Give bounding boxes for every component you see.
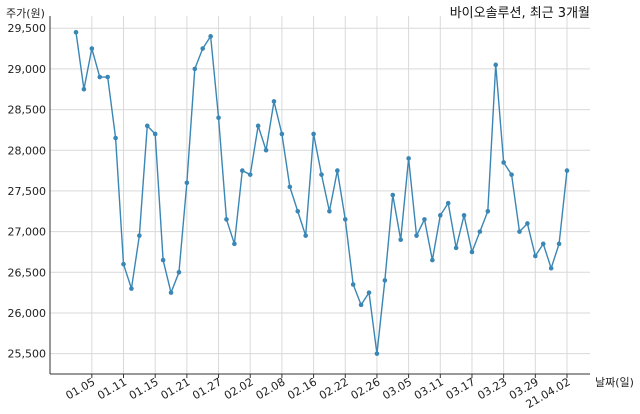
x-tick-label: 01.11 [95, 375, 129, 402]
x-axis-label: 날짜(일) [595, 375, 634, 389]
x-tick-label: 02.08 [254, 375, 288, 402]
data-point [437, 213, 443, 218]
data-point [81, 86, 87, 92]
data-point [279, 131, 285, 137]
data-point [382, 278, 388, 283]
data-point [469, 249, 475, 255]
x-tick-label: 03.17 [444, 375, 478, 402]
x-tick-label: 01.27 [190, 375, 224, 402]
data-point [556, 241, 562, 247]
data-point [422, 217, 427, 222]
data-point [121, 261, 126, 267]
x-tick-label: 03.05 [380, 375, 414, 402]
data-point [129, 286, 134, 291]
y-tick-label: 28,000 [8, 144, 47, 157]
chart-title: 바이오솔루션, 최근 3개월 [450, 6, 590, 21]
x-tick-label: 01.15 [127, 375, 161, 402]
x-tick-label: 02.22 [317, 375, 351, 402]
data-point [390, 192, 396, 198]
x-tick-label: 02.16 [285, 375, 319, 402]
data-point [374, 351, 380, 356]
data-point [517, 229, 522, 234]
data-point [89, 46, 95, 51]
y-tick-label: 25,500 [8, 348, 47, 361]
y-tick-label: 27,500 [8, 185, 47, 198]
data-point [540, 241, 546, 247]
data-point [311, 131, 316, 137]
y-tick-label: 28,500 [8, 104, 47, 117]
y-axis-label: 주가(원) [6, 7, 45, 20]
data-point [430, 257, 435, 263]
x-tick-label: 03.23 [475, 375, 509, 402]
data-point [398, 237, 403, 243]
data-point [160, 257, 166, 263]
data-point [493, 62, 499, 68]
data-point [485, 208, 491, 214]
series-line [75, 32, 568, 354]
price-series [73, 29, 570, 356]
data-point [144, 123, 150, 129]
y-tick-label: 26,500 [8, 266, 47, 279]
data-point [224, 217, 229, 222]
data-point [73, 29, 79, 35]
data-point [564, 168, 570, 173]
data-point [358, 302, 364, 308]
axes [49, 16, 590, 375]
y-tick-label: 29,500 [8, 22, 47, 35]
y-tick-label: 29,000 [8, 63, 47, 76]
data-point [232, 241, 237, 247]
data-point [113, 135, 118, 141]
data-point [192, 66, 198, 72]
data-point [216, 115, 221, 121]
data-point [366, 290, 372, 295]
data-point [477, 229, 483, 234]
x-tick-labels: 01.0501.1101.1501.2101.2702.0202.0802.16… [64, 375, 573, 411]
data-point [271, 99, 277, 104]
data-point [200, 46, 206, 51]
data-point [335, 168, 340, 173]
data-point [501, 160, 506, 165]
data-point [342, 217, 348, 222]
x-tick-label: 02.02 [222, 375, 256, 402]
data-point [445, 200, 451, 206]
y-tick-label: 27,000 [8, 226, 47, 239]
data-point [548, 265, 554, 271]
data-point [263, 147, 269, 153]
x-tick-label: 01.21 [159, 375, 193, 402]
y-tick-labels: 25,500 26,000 26,500 27,000 27,500 28,000 28,5… [8, 22, 47, 360]
data-point [208, 34, 213, 39]
grid-lines [50, 16, 590, 378]
data-point [509, 172, 514, 177]
data-point [525, 221, 530, 226]
data-point [97, 74, 103, 80]
data-point [319, 172, 324, 177]
x-tick-label: 01.05 [64, 375, 98, 402]
data-point [414, 233, 419, 238]
data-point [137, 233, 142, 238]
data-point [350, 282, 356, 287]
data-point [247, 172, 253, 177]
data-point [533, 253, 538, 259]
data-point [168, 290, 174, 295]
data-point [453, 245, 459, 251]
data-point [287, 184, 293, 190]
data-point [406, 156, 411, 161]
data-point [295, 208, 301, 214]
data-point [303, 233, 308, 238]
data-point [240, 168, 245, 173]
data-point [255, 123, 261, 129]
data-point [184, 180, 190, 186]
data-point [327, 208, 332, 214]
x-tick-label: 02.26 [349, 375, 383, 402]
y-tick-label: 26,000 [8, 307, 47, 320]
x-tick-label: 03.11 [412, 375, 446, 402]
data-point [461, 213, 467, 218]
data-point [105, 74, 110, 80]
data-point [152, 131, 158, 137]
data-point [176, 269, 182, 275]
